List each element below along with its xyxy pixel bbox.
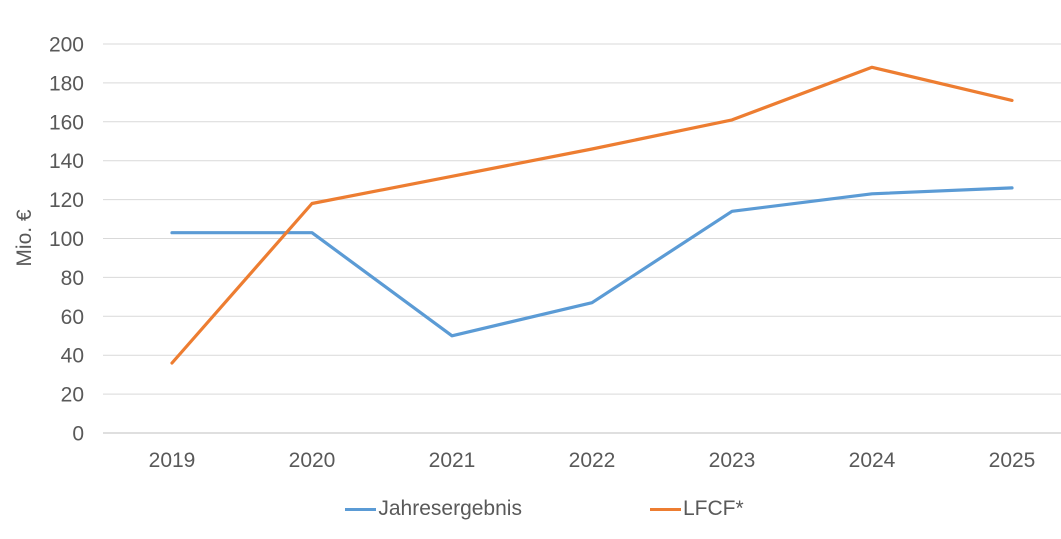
y-tick-label: 180: [49, 72, 84, 95]
legend: Jahresergebnis LFCF*: [14, 493, 1061, 525]
y-tick-label: 40: [61, 345, 84, 368]
x-tick-label: 2024: [849, 449, 896, 472]
legend-label-lfcf: LFCF*: [682, 497, 744, 520]
x-tick-label: 2025: [989, 449, 1036, 472]
y-tick-label: 200: [49, 34, 84, 57]
x-tick-label: 2020: [289, 449, 336, 472]
series-line-lfcf-: [170, 65, 1014, 365]
y-tick-label: 160: [49, 111, 84, 134]
legend-line-marker-jahresergebnis-icon: [345, 507, 377, 511]
y-tick-label: 120: [49, 189, 84, 212]
y-tick-label: 60: [61, 306, 84, 329]
legend-label-jahresergebnis: Jahresergebnis: [378, 497, 522, 520]
x-tick-label: 2022: [569, 449, 616, 472]
legend-item-lfcf: LFCF*: [649, 497, 744, 521]
x-tick-label: 2019: [149, 449, 196, 472]
y-tick-label: 100: [49, 228, 84, 251]
x-tick-label: 2021: [429, 449, 476, 472]
legend-line-marker-lfcf-icon: [649, 507, 681, 511]
legend-item-jahresergebnis: Jahresergebnis: [345, 497, 522, 521]
x-tick-label: 2023: [709, 449, 756, 472]
y-tick-label: 0: [72, 423, 84, 446]
y-tick-label: 140: [49, 150, 84, 173]
y-tick-label: 80: [61, 267, 84, 290]
y-tick-label: 20: [61, 384, 84, 407]
series-line-jahresergebnis: [170, 186, 1014, 338]
